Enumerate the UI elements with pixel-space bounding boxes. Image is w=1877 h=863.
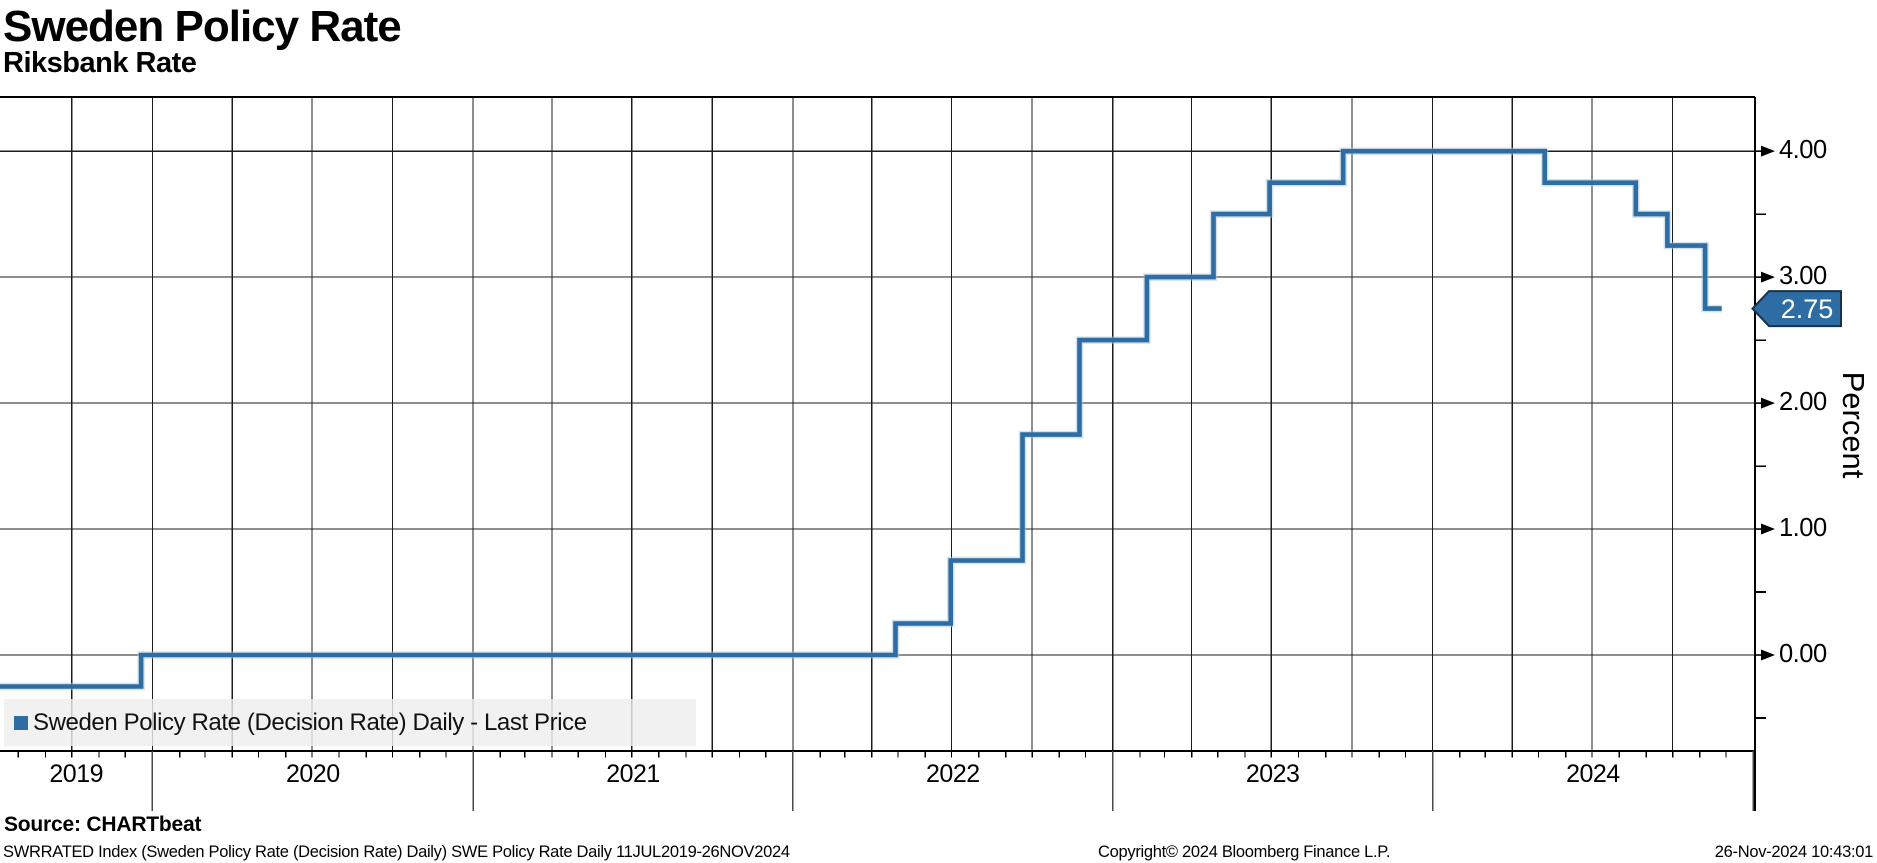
x-axis-year-label: 2021 <box>606 760 660 788</box>
last-price-badge <box>1751 290 1842 328</box>
legend: Sweden Policy Rate (Decision Rate) Daily… <box>4 699 696 746</box>
chart-title: Sweden Policy Rate <box>3 2 402 51</box>
y-axis-tick-label: 2.00 <box>1779 387 1827 416</box>
legend-marker-icon <box>14 715 28 730</box>
source-label: Source: CHARTbeat <box>4 813 202 836</box>
footer-description: SWRRATED Index (Sweden Policy Rate (Deci… <box>3 843 790 861</box>
y-axis-tick-label: 0.00 <box>1779 639 1827 668</box>
x-axis-year-label: 2020 <box>285 760 340 788</box>
x-axis-year-label: 2019 <box>49 760 104 788</box>
x-axis-year-label: 2024 <box>1566 760 1620 788</box>
x-axis-year-label: 2022 <box>926 760 980 788</box>
footer-timestamp: 26-Nov-2024 10:43:01 <box>1714 843 1874 861</box>
chart-subtitle: Riksbank Rate <box>3 47 197 79</box>
y-axis-title: Percent <box>1836 371 1871 479</box>
legend-label: Sweden Policy Rate (Decision Rate) Daily… <box>33 708 587 736</box>
y-axis-tick-label: 4.00 <box>1779 136 1827 165</box>
x-axis-year-label: 2023 <box>1245 760 1300 788</box>
y-axis-tick-label: 1.00 <box>1779 513 1827 542</box>
last-price-value: 2.75 <box>1781 294 1834 324</box>
y-axis-tick-label: 3.00 <box>1779 262 1827 291</box>
footer-copyright: Copyright© 2024 Bloomberg Finance L.P. <box>1098 843 1391 861</box>
